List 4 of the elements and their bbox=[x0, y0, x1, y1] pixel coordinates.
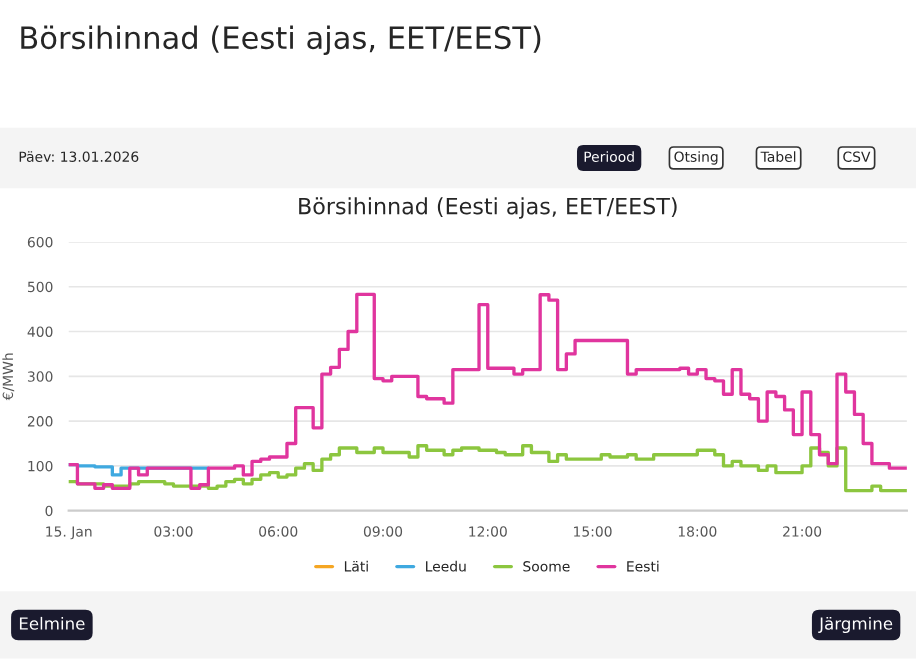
chart-title: Börsihinnad (Eesti ajas, EET/EEST) bbox=[299, 197, 677, 219]
text: Eelmine bbox=[19, 616, 85, 630]
text: Börsihinnad (Eesti ajas, EET/EEST) bbox=[21, 25, 541, 56]
text: Järgmine bbox=[818, 616, 893, 634]
